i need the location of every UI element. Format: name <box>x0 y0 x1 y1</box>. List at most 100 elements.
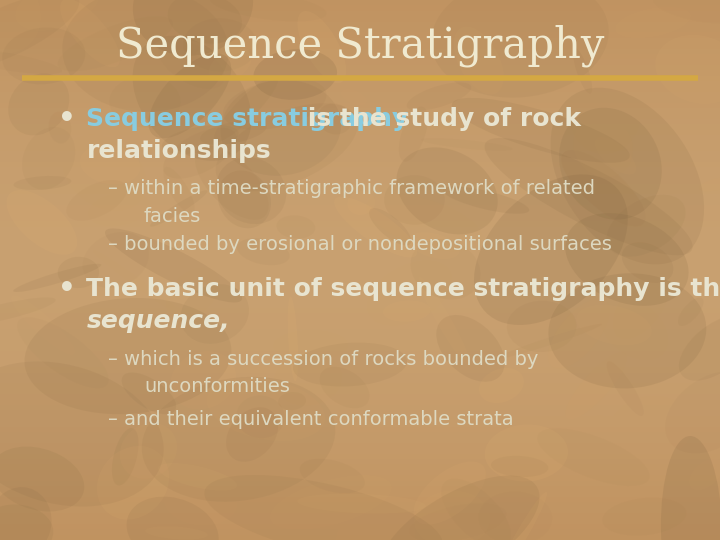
Ellipse shape <box>0 0 41 53</box>
Bar <box>0 351 720 356</box>
Bar <box>0 157 720 162</box>
Ellipse shape <box>58 257 99 288</box>
Text: Sequence stratigraphy: Sequence stratigraphy <box>86 107 409 131</box>
Bar <box>0 497 720 502</box>
Bar <box>0 389 720 394</box>
Ellipse shape <box>334 197 418 258</box>
Ellipse shape <box>8 73 69 136</box>
Ellipse shape <box>399 106 428 161</box>
Ellipse shape <box>410 239 480 300</box>
Bar <box>0 416 720 421</box>
Ellipse shape <box>11 295 75 355</box>
Bar <box>0 5 720 11</box>
Text: •: • <box>58 105 76 133</box>
Text: sequence,: sequence, <box>86 309 230 333</box>
Bar <box>0 265 720 270</box>
Bar <box>0 59 720 65</box>
Ellipse shape <box>500 492 547 540</box>
Bar <box>0 535 720 540</box>
Bar <box>0 475 720 481</box>
Ellipse shape <box>409 232 459 259</box>
Bar <box>0 221 720 227</box>
Bar <box>0 189 720 194</box>
Bar <box>0 470 720 475</box>
Bar <box>0 443 720 448</box>
Ellipse shape <box>551 87 704 265</box>
Ellipse shape <box>603 498 686 536</box>
Bar <box>0 32 720 38</box>
Ellipse shape <box>441 478 511 540</box>
Bar <box>0 286 720 292</box>
Bar <box>0 454 720 459</box>
Bar <box>0 308 720 313</box>
Bar <box>0 238 720 243</box>
Ellipse shape <box>145 526 208 539</box>
Ellipse shape <box>217 171 271 228</box>
Ellipse shape <box>83 232 149 288</box>
Bar <box>0 481 720 486</box>
Bar <box>0 184 720 189</box>
Ellipse shape <box>171 351 236 409</box>
Bar <box>0 173 720 178</box>
Bar <box>0 281 720 286</box>
Ellipse shape <box>397 147 498 234</box>
Text: – bounded by erosional or nondepositional surfaces: – bounded by erosional or nondepositiona… <box>108 234 612 254</box>
Ellipse shape <box>220 80 341 176</box>
Ellipse shape <box>22 127 75 190</box>
Text: – which is a succession of rocks bounded by: – which is a succession of rocks bounded… <box>108 349 539 369</box>
Bar <box>0 405 720 410</box>
Ellipse shape <box>0 361 163 507</box>
Ellipse shape <box>14 176 71 190</box>
Ellipse shape <box>293 342 407 387</box>
Bar <box>0 124 720 130</box>
Bar <box>0 486 720 491</box>
Ellipse shape <box>24 298 231 414</box>
Ellipse shape <box>2 28 85 84</box>
Ellipse shape <box>93 250 184 316</box>
Bar <box>0 275 720 281</box>
Ellipse shape <box>577 305 652 346</box>
Ellipse shape <box>207 377 325 441</box>
Ellipse shape <box>162 125 238 154</box>
Ellipse shape <box>297 494 426 514</box>
Ellipse shape <box>214 76 278 141</box>
Ellipse shape <box>53 111 117 122</box>
Bar <box>0 324 720 329</box>
Ellipse shape <box>366 194 482 251</box>
Bar <box>0 140 720 146</box>
Ellipse shape <box>274 353 342 406</box>
Ellipse shape <box>548 299 610 368</box>
Ellipse shape <box>6 190 77 255</box>
Ellipse shape <box>223 78 326 130</box>
Ellipse shape <box>17 317 109 388</box>
Bar <box>0 340 720 346</box>
Bar <box>0 216 720 221</box>
Bar <box>0 383 720 389</box>
Bar <box>0 0 720 5</box>
Ellipse shape <box>105 228 242 302</box>
Ellipse shape <box>689 458 720 490</box>
Ellipse shape <box>485 424 568 482</box>
Ellipse shape <box>661 436 720 540</box>
Ellipse shape <box>678 298 703 326</box>
Ellipse shape <box>443 186 529 214</box>
Bar <box>0 243 720 248</box>
Text: – and their equivalent conformable strata: – and their equivalent conformable strat… <box>108 410 513 429</box>
Ellipse shape <box>0 487 52 540</box>
Ellipse shape <box>297 11 346 83</box>
Ellipse shape <box>507 301 577 352</box>
Bar <box>0 38 720 43</box>
Ellipse shape <box>204 475 443 540</box>
Ellipse shape <box>181 284 249 344</box>
Bar <box>0 297 720 302</box>
Bar <box>0 432 720 437</box>
Bar <box>0 16 720 22</box>
Bar <box>0 22 720 27</box>
Ellipse shape <box>383 300 431 322</box>
Ellipse shape <box>183 18 257 71</box>
Bar <box>0 373 720 378</box>
Ellipse shape <box>15 0 99 31</box>
Text: relationships: relationships <box>86 139 271 163</box>
Ellipse shape <box>97 446 169 519</box>
Ellipse shape <box>127 497 219 540</box>
